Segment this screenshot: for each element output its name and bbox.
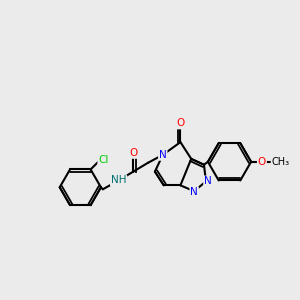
Text: N: N [190, 187, 198, 197]
Text: O: O [129, 148, 137, 158]
Text: NH: NH [111, 176, 126, 185]
Text: Cl: Cl [98, 154, 109, 165]
Text: O: O [176, 118, 184, 128]
Text: N: N [204, 176, 212, 186]
Text: CH₃: CH₃ [272, 157, 290, 167]
Text: O: O [258, 157, 266, 167]
Text: N: N [159, 150, 166, 160]
